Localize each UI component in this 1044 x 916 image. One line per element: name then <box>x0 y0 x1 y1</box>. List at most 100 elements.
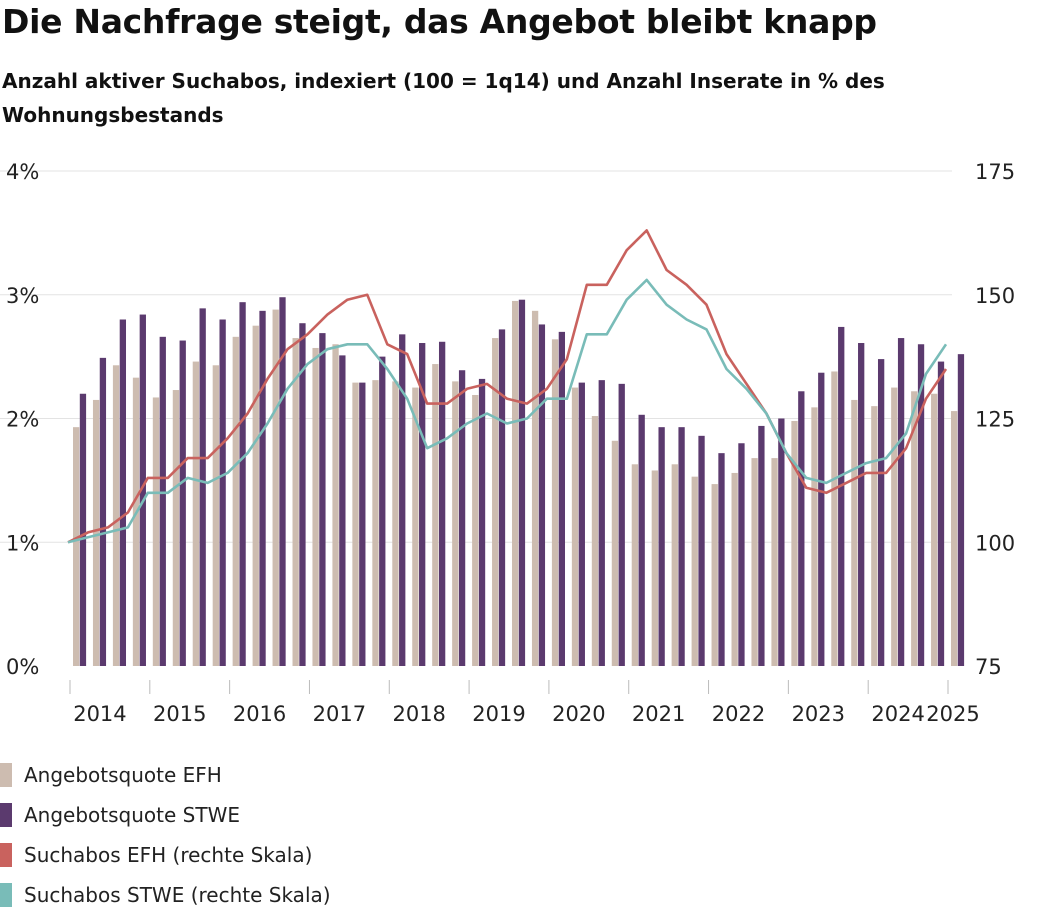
bar-efh <box>272 309 279 666</box>
x-tick-label: 2016 <box>233 702 286 726</box>
bar-efh <box>73 427 80 666</box>
bar-stwe <box>937 361 945 666</box>
bar-stwe <box>618 383 625 666</box>
bar-stwe <box>957 354 965 666</box>
bar-efh <box>611 440 619 666</box>
bar-efh <box>631 464 639 666</box>
bar-stwe <box>598 380 605 666</box>
chart-canvas: 0% 1% 2% 3% 4% 75 100 125 150 175 2014 2015 2016 2017… <box>0 160 1015 726</box>
bar-stwe <box>379 356 386 666</box>
bar-stwe <box>558 331 566 666</box>
y-right-tick-label: 175 <box>975 160 1015 184</box>
chart-title: Die Nachfrage steigt, das Angebot bleibt… <box>2 2 877 41</box>
line-suchabos-stwe <box>67 278 948 544</box>
bar-efh <box>531 310 539 666</box>
legend-swatch-efh <box>0 763 12 787</box>
x-tick-label: 2023 <box>792 702 845 726</box>
x-tick-label: 2015 <box>153 702 206 726</box>
bar-stwe <box>798 391 805 666</box>
bar-efh <box>651 470 658 666</box>
bar-efh <box>791 420 798 666</box>
legend: Angebotsquote EFH Angebotsquote STWE Suc… <box>0 755 331 915</box>
bar-stwe <box>478 378 486 666</box>
bar-stwe <box>259 310 266 666</box>
legend-item-suchabos-stwe: Suchabos STWE (rechte Skala) <box>0 875 331 915</box>
bar-efh <box>212 365 219 666</box>
y-right-tick-label: 100 <box>975 531 1015 555</box>
bar-efh <box>172 390 180 666</box>
bar-stwe <box>279 297 286 666</box>
bar-stwe <box>838 326 845 666</box>
bar-stwe <box>119 319 127 666</box>
bar-efh <box>831 371 838 666</box>
bar-stwe <box>179 340 186 666</box>
bar-stwe <box>159 336 166 666</box>
x-tick-label: 2021 <box>632 702 685 726</box>
bar-efh <box>472 394 479 666</box>
bar-efh <box>911 391 918 666</box>
legend-swatch-suchabos-efh <box>0 843 12 867</box>
bar-stwe <box>299 323 306 666</box>
x-tick-label: 2017 <box>313 702 366 726</box>
y-left-tick-label: 1% <box>6 531 39 555</box>
bar-stwe <box>359 382 366 666</box>
bar-efh <box>152 397 160 666</box>
bar-efh <box>412 387 419 666</box>
bar-stwe <box>458 370 466 666</box>
y-left-tick-label: 0% <box>6 655 39 679</box>
bar-stwe <box>698 435 705 666</box>
bar-stwe <box>419 343 426 666</box>
bar-stwe <box>578 382 585 666</box>
legend-label-stwe: Angebotsquote STWE <box>24 803 240 827</box>
bar-stwe <box>99 357 107 666</box>
legend-swatch-stwe <box>0 803 12 827</box>
bar-efh <box>591 416 599 666</box>
bar-stwe <box>498 329 506 666</box>
legend-swatch-suchabos-stwe <box>0 883 12 907</box>
bar-stwe <box>758 425 765 666</box>
bar-stwe <box>438 341 446 666</box>
y-right-tick-label: 150 <box>975 284 1015 308</box>
bar-stwe <box>538 324 546 666</box>
bar-efh <box>192 361 200 666</box>
bar-efh <box>771 458 778 666</box>
y-right-tick-label: 125 <box>975 408 1015 432</box>
y-left-tick-label: 2% <box>6 408 39 432</box>
axes: 0% 1% 2% 3% 4% 75 100 125 150 175 2014 2015 2016 2017… <box>6 160 1015 726</box>
x-tick-label: 2018 <box>392 702 445 726</box>
bar-efh <box>891 387 898 666</box>
chart-subtitle: Anzahl aktiver Suchabos, indexiert (100 … <box>2 69 885 127</box>
bar-efh <box>132 377 140 666</box>
bar-efh <box>691 476 698 666</box>
bar-efh <box>951 411 958 666</box>
bar-efh <box>711 484 718 666</box>
line-series <box>67 229 948 544</box>
x-tick-label: 2020 <box>552 702 605 726</box>
bar-stwe <box>339 355 346 666</box>
bar-efh <box>92 399 100 666</box>
bar-stwe <box>199 308 206 666</box>
bar-efh <box>871 406 878 666</box>
bar-efh <box>112 365 120 666</box>
bar-efh <box>811 407 818 666</box>
legend-label-suchabos-stwe: Suchabos STWE (rechte Skala) <box>24 883 331 907</box>
bar-efh <box>551 339 559 666</box>
bar-stwe <box>858 343 865 666</box>
bar-stwe <box>917 344 925 666</box>
legend-item-suchabos-efh: Suchabos EFH (rechte Skala) <box>0 835 331 875</box>
bar-efh <box>392 381 399 666</box>
bar-efh <box>332 344 339 666</box>
legend-label-suchabos-efh: Suchabos EFH (rechte Skala) <box>24 843 313 867</box>
line-suchabos-efh <box>67 229 948 544</box>
bar-efh <box>851 399 858 666</box>
bar-efh <box>232 336 239 666</box>
bar-stwe <box>638 414 645 666</box>
bar-stwe <box>738 443 745 666</box>
bar-efh <box>731 472 738 666</box>
bar-efh <box>931 393 938 666</box>
bar-stwe <box>319 333 326 666</box>
legend-item-efh: Angebotsquote EFH <box>0 755 331 795</box>
bar-efh <box>751 458 758 666</box>
x-tick-label: 2014 <box>73 702 126 726</box>
bar-stwe <box>139 314 146 666</box>
